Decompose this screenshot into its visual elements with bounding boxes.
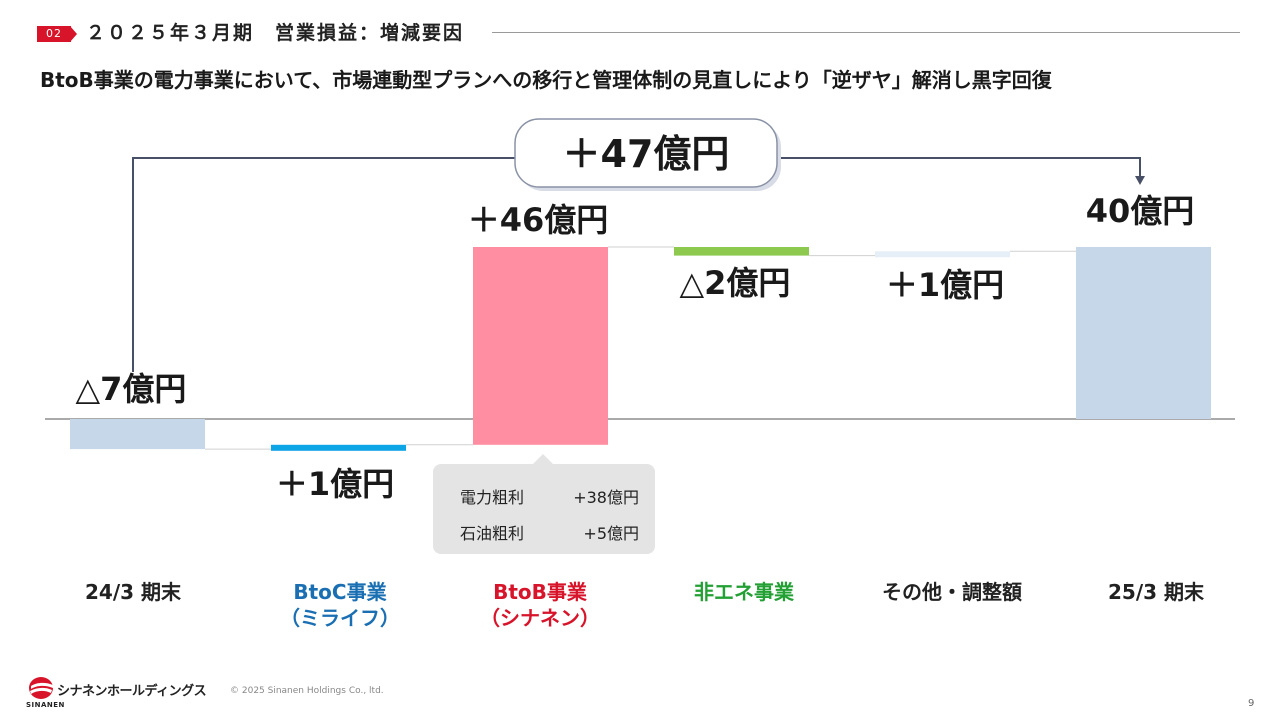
category-label-line: BtoB事業 — [493, 580, 587, 604]
category-label: 25/3 期末 — [1071, 579, 1241, 605]
annotation-pointer — [533, 454, 553, 464]
category-label-line: 24/3 期末 — [84, 580, 181, 604]
waterfall-bar — [674, 247, 809, 256]
bar-value-label: 40億円 — [1086, 192, 1195, 230]
slide-subtitle: BtoB事業の電力事業において、市場連動型プランへの移行と管理体制の見直しにより… — [40, 68, 1052, 92]
bar-value-label: △7億円 — [76, 370, 187, 408]
total-change-pill — [514, 118, 778, 188]
waterfall-bar — [70, 419, 205, 450]
section-badge-arrow — [70, 26, 77, 42]
company-logo-sub: SINANEN — [26, 701, 65, 709]
bar-value-label: ＋1億円 — [276, 465, 394, 503]
annotation-label-oil: 石油粗利 — [460, 524, 525, 543]
bar-value-label: ＋46億円 — [468, 201, 609, 239]
category-label: 非エネ事業 — [659, 579, 829, 605]
title-divider — [492, 32, 1240, 33]
btob-breakdown-annotation: 電力粗利 +38億円 石油粗利 +5億円 — [433, 464, 655, 554]
waterfall-bar — [1076, 247, 1211, 419]
category-label-line: 非エネ事業 — [694, 580, 794, 604]
bar-value-label: ＋1億円 — [886, 266, 1004, 304]
category-label-line: その他・調整額 — [882, 580, 1022, 604]
company-logo-text: シナネンホールディングス — [57, 684, 207, 699]
annotation-value-oil: +5億円 — [583, 524, 639, 543]
bar-value-label: △2億円 — [680, 264, 791, 302]
annotation-label-power: 電力粗利 — [460, 488, 525, 507]
category-label-line: （シナネン） — [480, 606, 600, 630]
category-label: BtoB事業 （シナネン） — [455, 579, 625, 631]
section-number-badge: 02 — [37, 26, 71, 42]
waterfall-bar — [875, 251, 1010, 258]
arrow-head-icon — [1135, 176, 1145, 185]
total-change-label: ＋47億円 — [563, 132, 730, 176]
page-number: 9 — [1248, 698, 1255, 709]
waterfall-bar — [473, 247, 608, 445]
copyright-notice: © 2025 Sinanen Holdings Co., ltd. — [230, 686, 384, 696]
waterfall-bar — [271, 444, 406, 451]
sinanen-logo-icon — [29, 677, 53, 699]
category-label: BtoC事業 （ミライフ） — [255, 579, 425, 631]
category-label-line: BtoC事業 — [293, 580, 387, 604]
category-label-line: 25/3 期末 — [1107, 580, 1204, 604]
category-label: 24/3 期末 — [48, 579, 218, 605]
annotation-value-power: +38億円 — [573, 488, 639, 507]
category-label: その他・調整額 — [867, 579, 1037, 605]
category-label-line: （ミライフ） — [280, 606, 400, 630]
section-title: ２０２５年３月期 営業損益：増減要因 — [86, 22, 465, 44]
